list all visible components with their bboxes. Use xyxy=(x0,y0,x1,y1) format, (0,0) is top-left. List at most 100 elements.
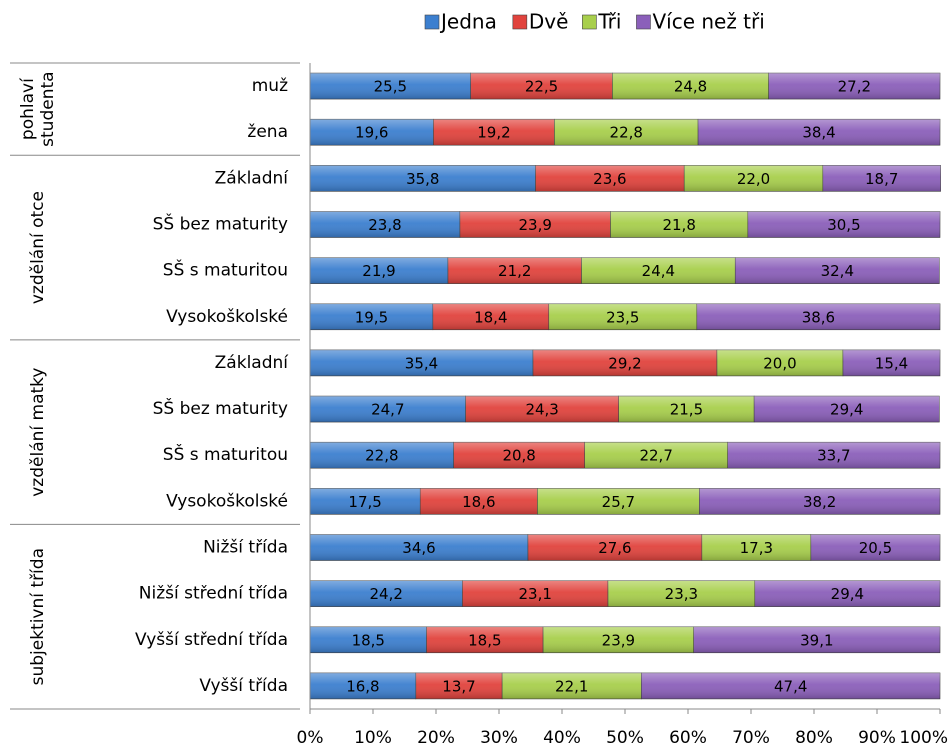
x-tick-label: 90% xyxy=(858,728,896,747)
category-label: SŠ bez maturity xyxy=(153,397,288,419)
bar-shine xyxy=(641,672,940,699)
value-label: 33,7 xyxy=(817,447,850,465)
value-label: 35,8 xyxy=(406,170,439,188)
value-label: 23,5 xyxy=(606,308,639,326)
value-label: 27,6 xyxy=(598,539,631,557)
bar-shine xyxy=(768,73,940,100)
value-label: 20,8 xyxy=(502,447,535,465)
value-label: 27,2 xyxy=(838,78,871,96)
value-label: 32,4 xyxy=(821,262,854,280)
legend-label: Jedna xyxy=(439,10,497,34)
value-label: 29,2 xyxy=(608,354,641,372)
bar-shine xyxy=(433,119,555,146)
bar-shine xyxy=(310,211,460,238)
category-label: Nižší střední třída xyxy=(139,584,288,604)
value-label: 22,8 xyxy=(365,447,398,465)
category-label: SŠ s maturitou xyxy=(163,443,288,465)
bar-shine xyxy=(310,672,416,699)
bar-shine xyxy=(310,257,448,284)
bar-shine xyxy=(535,165,685,192)
value-label: 24,8 xyxy=(674,78,707,96)
bar-shine xyxy=(810,534,940,561)
group-label: pohlaví xyxy=(18,77,38,140)
bar-shine xyxy=(735,257,940,284)
value-label: 21,8 xyxy=(662,216,695,234)
legend-swatch xyxy=(582,14,597,30)
bar-shine xyxy=(426,626,544,653)
value-label: 22,7 xyxy=(639,447,672,465)
value-label: 21,9 xyxy=(362,262,395,280)
bar-shine xyxy=(607,580,755,607)
x-tick-label: 70% xyxy=(732,728,770,747)
bar-shine xyxy=(548,303,697,330)
bar-shine xyxy=(310,119,434,146)
bar-shine xyxy=(610,211,748,238)
bar-shine xyxy=(527,534,702,561)
category-label: SŠ s maturitou xyxy=(163,259,288,281)
bar-shine xyxy=(310,165,536,192)
bar-shine xyxy=(310,580,463,607)
bar-shine xyxy=(581,257,736,284)
value-label: 15,4 xyxy=(875,354,908,372)
value-label: 21,5 xyxy=(670,401,703,419)
bar-shine xyxy=(727,442,940,469)
value-label: 25,7 xyxy=(602,493,635,511)
bar-shine xyxy=(310,488,421,515)
bar-shine xyxy=(754,580,940,607)
category-label: Nižší třída xyxy=(203,538,288,558)
legend-label: Tři xyxy=(597,10,621,34)
category-label: žena xyxy=(247,122,288,142)
value-label: 16,8 xyxy=(346,677,379,695)
value-label: 23,1 xyxy=(519,585,552,603)
legend-swatch xyxy=(424,14,440,30)
bar-shine xyxy=(618,396,755,423)
bar-shine xyxy=(842,349,940,376)
value-label: 22,0 xyxy=(737,170,770,188)
value-label: 18,5 xyxy=(352,631,385,649)
bar-shine xyxy=(701,534,811,561)
legend-swatch xyxy=(512,14,528,30)
x-tick-label: 40% xyxy=(543,728,581,747)
value-label: 18,6 xyxy=(462,493,495,511)
group-label: studenta xyxy=(38,71,58,146)
bar-shine xyxy=(310,303,433,330)
category-label: Základní xyxy=(215,168,290,188)
bar-shine xyxy=(310,626,427,653)
category-label: Základní xyxy=(215,353,290,373)
value-label: 47,4 xyxy=(774,677,807,695)
group-label: vzdělání matky xyxy=(28,368,48,497)
bar-shine xyxy=(459,211,611,238)
value-label: 23,6 xyxy=(593,170,626,188)
value-label: 23,9 xyxy=(602,631,635,649)
bar-shine xyxy=(310,349,534,376)
value-label: 34,6 xyxy=(402,539,435,557)
bar-shine xyxy=(612,73,769,100)
bar-shine xyxy=(420,488,538,515)
bar-shine xyxy=(554,119,699,146)
bar-shine xyxy=(684,165,823,192)
bar-shine xyxy=(465,396,619,423)
bar-shine xyxy=(696,303,940,330)
bar-shine xyxy=(453,442,585,469)
value-label: 24,7 xyxy=(371,401,404,419)
category-label: SŠ bez maturity xyxy=(153,213,288,235)
category-label: Vysokoškolské xyxy=(166,491,288,511)
value-label: 18,5 xyxy=(468,631,501,649)
bar-shine xyxy=(822,165,941,192)
value-label: 18,7 xyxy=(865,170,898,188)
x-tick-label: 50% xyxy=(606,728,644,747)
bar-shine xyxy=(310,396,466,423)
category-label: muž xyxy=(252,76,288,96)
bar-shine xyxy=(747,211,940,238)
value-label: 29,4 xyxy=(831,585,864,603)
category-label: Vysokoškolské xyxy=(166,307,288,327)
bar-shine xyxy=(537,488,700,515)
bar-shine xyxy=(310,534,528,561)
value-label: 20,0 xyxy=(763,354,796,372)
bar-shine xyxy=(543,626,694,653)
x-tick-label: 0% xyxy=(297,728,324,747)
bar-shine xyxy=(462,580,608,607)
bar-shine xyxy=(533,349,717,376)
value-label: 21,2 xyxy=(498,262,531,280)
